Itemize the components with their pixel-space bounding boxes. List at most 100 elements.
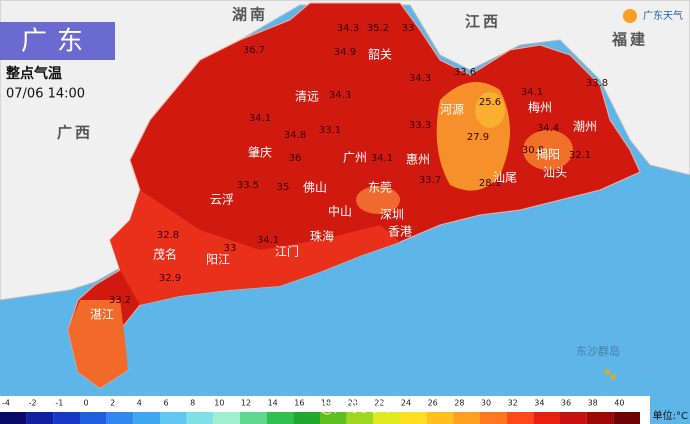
- city-label: 东莞: [368, 181, 392, 195]
- city-label: 河源: [440, 103, 464, 117]
- temperature: 32.9: [159, 273, 181, 284]
- legend-swatch: [613, 412, 640, 424]
- legend-swatch: [266, 412, 294, 424]
- temperature: 28.1: [479, 178, 501, 189]
- island: [610, 374, 616, 380]
- temperature: 33.2: [109, 295, 131, 306]
- cool-zone: [475, 92, 505, 128]
- temperature: 34.1: [257, 235, 279, 246]
- temperature: 33.8: [586, 78, 608, 89]
- city-label: 潮州: [573, 119, 597, 134]
- temperature: 35.2: [367, 23, 389, 34]
- legend-swatch: [533, 412, 560, 424]
- temperature: 36.7: [243, 45, 265, 56]
- legend-swatch: [373, 412, 400, 424]
- legend-tick: 14: [268, 399, 278, 408]
- temperature: 32.8: [157, 230, 179, 241]
- temperature: 33.7: [419, 175, 441, 186]
- island: [604, 369, 610, 375]
- legend-swatch: [400, 412, 427, 424]
- legend-tick: 16: [294, 399, 304, 408]
- temperature: 33: [402, 23, 415, 34]
- legend-tick: 28: [454, 399, 464, 408]
- legend-swatch: [586, 412, 614, 424]
- legend-tick: 0: [83, 399, 88, 408]
- legend-tick: 24: [401, 399, 411, 408]
- legend-tick: 10: [214, 399, 224, 408]
- legend-tick: 26: [428, 399, 438, 408]
- cool-zone: [523, 130, 573, 170]
- temperature: 34.3: [337, 23, 359, 34]
- neighbor-label: 广西: [57, 124, 93, 142]
- legend-tick: 38: [588, 399, 598, 408]
- temperature: 34.1: [249, 113, 271, 124]
- temperature: 30.8: [522, 145, 544, 156]
- legend-tick: 12: [241, 399, 251, 408]
- city-label: 揭阳: [536, 147, 560, 162]
- city-label: 深圳: [380, 208, 404, 222]
- legend-swatch: [53, 412, 80, 424]
- temperature: 27.9: [467, 132, 489, 143]
- legend-swatch: [133, 412, 160, 424]
- temperature: 36: [289, 153, 302, 164]
- city-label: 湛江: [90, 308, 114, 322]
- legend-swatch: [453, 412, 480, 424]
- warm-zone: [68, 300, 128, 388]
- legend-tick: 20: [348, 399, 358, 408]
- temperature: 32.1: [569, 150, 591, 161]
- city-label: 梅州: [528, 100, 552, 115]
- legend-tick: 32: [508, 399, 518, 408]
- legend-swatch: [186, 412, 214, 424]
- city-label: 汕尾: [493, 171, 517, 185]
- neighbor-label: 福建: [611, 31, 648, 49]
- logo-icon: [623, 9, 637, 23]
- temperature: 34.9: [334, 47, 356, 58]
- temperature: 33.5: [237, 180, 259, 191]
- cool-zone: [356, 186, 400, 214]
- neighbor-label: 湖南: [232, 6, 268, 24]
- city-label: 香港: [388, 225, 412, 239]
- legend-tick: 2: [110, 399, 115, 408]
- legend-swatch: [80, 412, 107, 424]
- temperature: 34.1: [371, 153, 393, 164]
- temperature: 34.8: [284, 130, 306, 141]
- legend-swatch: [506, 412, 534, 424]
- legend-tick: 40: [614, 399, 624, 408]
- temperature: 33.6: [454, 67, 476, 78]
- temperature: 33.3: [409, 120, 431, 131]
- temperature: 25.6: [479, 97, 501, 108]
- legend-tick: 6: [163, 399, 168, 408]
- city-label: 惠州: [406, 153, 430, 167]
- legend-tick: 34: [534, 399, 544, 408]
- logo: 广东天气: [643, 9, 683, 22]
- city-label: 清远: [295, 90, 319, 104]
- legend-unit: 单位:°C: [653, 409, 688, 422]
- time: 07/06 14:00: [6, 87, 85, 102]
- subtitle: 整点气温: [5, 65, 62, 82]
- city-label: 江门: [275, 244, 299, 259]
- legend-swatch: [106, 412, 134, 424]
- temperature: 33.1: [319, 125, 341, 136]
- city-label: 云浮: [210, 193, 234, 207]
- legend-swatch: [426, 412, 454, 424]
- temperature: 34.3: [409, 73, 431, 84]
- legend-swatch: [293, 412, 320, 424]
- temperature: 35: [277, 182, 290, 193]
- legend-swatch: [26, 412, 54, 424]
- legend-swatch: [0, 412, 27, 424]
- legend-tick: 22: [374, 399, 384, 408]
- legend-tick: -1: [55, 399, 63, 408]
- islands-label: 东沙群岛: [576, 344, 620, 358]
- legend-tick: 8: [190, 399, 195, 408]
- legend-tick: 30: [481, 399, 491, 408]
- legend-tick: 36: [561, 399, 571, 408]
- legend-swatch: [320, 412, 347, 424]
- temperature: 34.4: [537, 123, 559, 134]
- temperature: 34.3: [329, 90, 351, 101]
- legend-swatch: [240, 412, 267, 424]
- temperature: 33: [224, 243, 237, 254]
- legend-swatch: [160, 412, 187, 424]
- watermark: @广东天气: [320, 400, 390, 416]
- legend-tick: -4: [2, 399, 10, 408]
